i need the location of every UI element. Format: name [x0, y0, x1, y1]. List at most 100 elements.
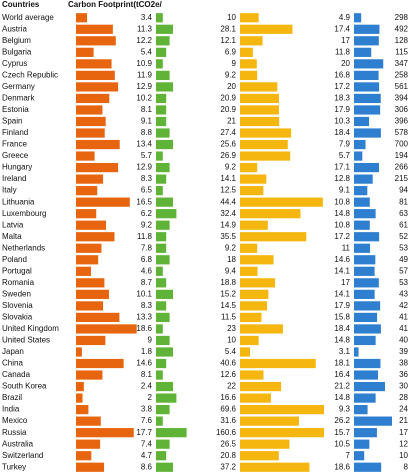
- bar: [156, 139, 173, 150]
- country-label: Spain: [2, 117, 22, 126]
- value-label: 31.6: [220, 416, 236, 425]
- bar: [156, 312, 170, 323]
- bar: [354, 381, 385, 392]
- bar: [76, 335, 106, 346]
- bar: [156, 439, 170, 449]
- bar: [354, 197, 370, 207]
- value-label: 13.3: [136, 313, 152, 322]
- bar: [76, 451, 92, 461]
- value-label: 2: [148, 393, 153, 402]
- value-label: 5.7: [339, 151, 351, 160]
- bar: [354, 209, 376, 219]
- value-label: 21: [227, 117, 236, 126]
- value-label: 17.2: [334, 232, 350, 241]
- bar: [76, 381, 84, 392]
- value-label: 128: [395, 36, 409, 45]
- bar: [76, 174, 104, 184]
- bar: [240, 59, 257, 69]
- country-label: China: [2, 359, 23, 368]
- value-label: 8.8: [141, 128, 153, 137]
- bar: [76, 462, 105, 472]
- value-label: 9.2: [225, 243, 237, 252]
- bar: [240, 174, 267, 184]
- value-label: 17: [341, 278, 350, 287]
- bar: [76, 186, 98, 196]
- value-label: 18.4: [334, 128, 350, 137]
- country-label: Romania: [2, 278, 35, 287]
- bar: [240, 416, 299, 426]
- value-label: 700: [395, 140, 409, 149]
- value-label: 561: [395, 82, 409, 91]
- bar: [240, 439, 290, 449]
- bar: [156, 405, 170, 415]
- bar: [76, 347, 82, 357]
- value-label: 30: [399, 382, 408, 391]
- value-label: 41: [399, 313, 408, 322]
- bar: [240, 451, 279, 461]
- value-label: 2.4: [141, 382, 153, 391]
- value-label: 14.8: [334, 209, 350, 218]
- value-label: 16.6: [220, 393, 236, 402]
- bar: [156, 209, 177, 219]
- bar: [156, 416, 163, 426]
- bar: [76, 232, 115, 242]
- value-label: 22: [227, 382, 236, 391]
- value-label: 37.2: [220, 462, 236, 471]
- bar: [240, 232, 307, 242]
- category-header: Countries: [2, 0, 40, 9]
- value-label: 3.1: [339, 347, 351, 356]
- value-label: 4.9: [339, 13, 351, 22]
- value-label: 14.1: [334, 289, 350, 298]
- country-label: Hungary: [2, 163, 32, 172]
- bar: [354, 347, 359, 357]
- value-label: 57: [399, 266, 408, 275]
- value-label: 266: [395, 163, 409, 172]
- value-label: 17.1: [334, 163, 350, 172]
- value-label: 17: [399, 428, 408, 437]
- value-label: 18.6: [136, 324, 152, 333]
- bar: [156, 70, 170, 80]
- bar: [76, 405, 89, 415]
- bar: [76, 370, 103, 380]
- bar: [240, 82, 278, 92]
- value-label: 35.5: [220, 232, 236, 241]
- country-label: Slovakia: [2, 313, 33, 322]
- value-label: 14.9: [220, 220, 236, 229]
- value-label: 81: [399, 197, 408, 206]
- bar: [156, 393, 177, 403]
- bar: [76, 47, 94, 57]
- value-label: 10.2: [136, 94, 152, 103]
- bar: [354, 82, 380, 92]
- country-label: Russia: [2, 428, 27, 437]
- value-label: 7: [346, 451, 351, 460]
- bar: [156, 59, 163, 69]
- value-label: 10.3: [334, 117, 350, 126]
- bar: [76, 151, 95, 161]
- value-label: 63: [399, 209, 408, 218]
- bar: [354, 255, 376, 265]
- yellow-column: [240, 13, 324, 472]
- bar: [156, 335, 170, 346]
- bar: [76, 24, 113, 34]
- bar: [240, 278, 276, 288]
- bar: [156, 370, 163, 380]
- bar: [354, 335, 376, 346]
- bar: [354, 451, 365, 461]
- bar: [76, 266, 92, 276]
- bar: [240, 301, 268, 311]
- country-label: Ireland: [2, 174, 26, 183]
- bar: [156, 255, 170, 265]
- bar: [156, 324, 163, 334]
- bar: [76, 393, 83, 403]
- value-label: 14.8: [334, 336, 350, 345]
- value-label: 6.8: [141, 255, 153, 264]
- value-label: 394: [395, 94, 409, 103]
- bar: [354, 232, 380, 242]
- value-label: 20: [227, 82, 236, 91]
- bar: [156, 451, 167, 461]
- value-label: 10.5: [334, 439, 350, 448]
- bar: [354, 289, 375, 299]
- country-label: Australia: [2, 439, 34, 448]
- value-label: 17.2: [334, 82, 350, 91]
- bar: [240, 162, 258, 173]
